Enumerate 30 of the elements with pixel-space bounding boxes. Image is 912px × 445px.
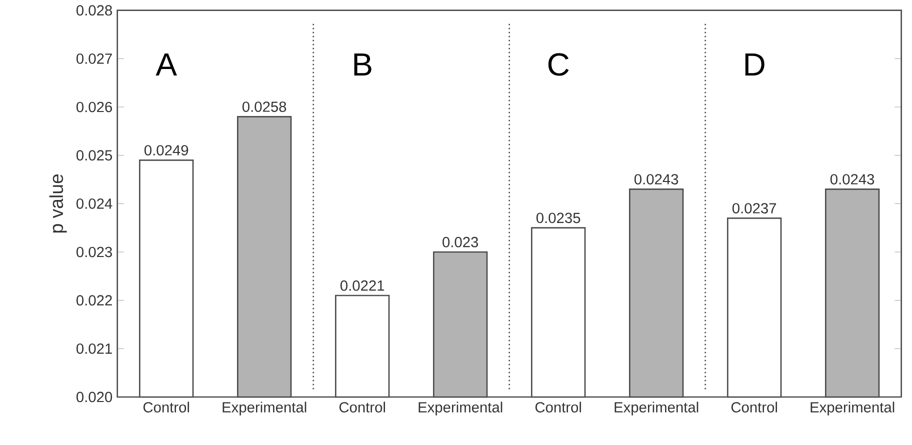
y-tick-label: 0.021 [76,343,112,354]
y-tick-label: 0.028 [76,5,112,16]
y-axis-title: p value [49,174,67,233]
annotation: A [156,53,177,76]
x-tick-label: Experimental [810,402,894,416]
y-tick-label: 0.024 [76,198,112,209]
x-tick-label: Experimental [614,402,698,416]
annotation: B [354,53,372,76]
data-label: 0.0243 [634,174,678,184]
y-tick-label: 0.025 [76,150,112,161]
data-label: 0.023 [442,236,478,248]
data-label: 0.0237 [732,203,776,214]
annotation: D [745,53,764,76]
data-label: 0.0243 [830,174,874,184]
data-label: 0.0258 [242,102,286,112]
data-label: 0.0249 [144,145,188,156]
y-tick-label: 0.020 [76,392,112,402]
x-tick-label: Control [339,402,385,412]
x-tick-label: Experimental [418,402,502,416]
y-tick-label: 0.023 [76,246,112,258]
x-tick-label: Control [731,402,777,412]
data-label: 0.0235 [536,212,580,224]
y-tick-label: 0.026 [76,102,112,112]
y-tick-label: 0.027 [76,53,112,64]
x-tick-label: Experimental [222,402,306,416]
y-tick-label: 0.022 [76,295,112,306]
annotation: C [548,53,569,76]
x-tick-label: Control [143,402,189,412]
x-tick-label: Control [535,402,581,412]
data-label: 0.0221 [340,280,384,291]
